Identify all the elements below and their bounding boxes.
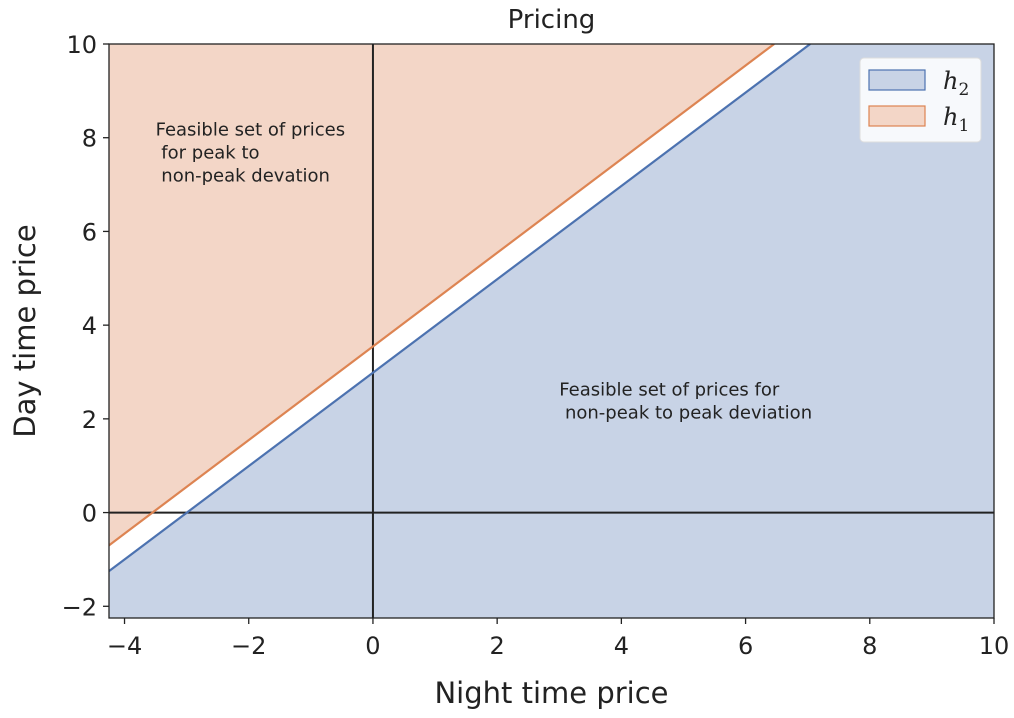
x-tick-label: 6 [738, 632, 753, 660]
axis-ticks: −4 −2 0 2 4 6 8 10 −2 0 2 4 6 8 10 [62, 31, 1010, 660]
annotation-line: Feasible set of prices [156, 119, 346, 140]
annotation-line: non-peak devation [156, 165, 330, 186]
annotation-line: for peak to [156, 142, 260, 163]
series-fill-h2 [109, 44, 994, 618]
series-line-h1 [109, 44, 775, 547]
annotation-line: Feasible set of prices for [559, 379, 780, 400]
legend-swatch [868, 69, 926, 91]
y-tick-label: 0 [82, 500, 97, 528]
annotation-line: non-peak to peak deviation [559, 402, 812, 423]
plot-frame [108, 43, 995, 619]
x-tick-label: −4 [107, 632, 142, 660]
plot-area: Feasible set of prices for peak to non-p… [108, 43, 995, 619]
chart-title: Pricing [508, 5, 596, 35]
legend-swatch [868, 105, 926, 127]
legend-label-main: h [943, 103, 958, 131]
x-tick-label: 4 [614, 632, 629, 660]
x-tick-label: 10 [979, 632, 1010, 660]
annotation-1: Feasible set of prices for peak to non-p… [156, 119, 346, 186]
legend-label-sub: 2 [958, 80, 969, 100]
y-tick-label: 2 [82, 406, 97, 434]
legend-label-sub: 1 [958, 116, 969, 136]
x-axis-title: Night time price [434, 676, 668, 710]
y-tick-label: 6 [82, 218, 97, 246]
y-tick-label: 4 [82, 312, 97, 340]
series-line-h2 [109, 44, 811, 573]
x-tick-label: 0 [365, 632, 380, 660]
y-tick-label: 8 [82, 125, 97, 153]
x-tick-label: −2 [231, 632, 266, 660]
x-tick-label: 8 [862, 632, 877, 660]
y-axis-title: Day time price [8, 224, 42, 437]
y-tick-label: −2 [62, 593, 97, 621]
annotation-2: Feasible set of prices for non-peak to p… [559, 379, 812, 423]
legend-label: h2 [943, 67, 969, 100]
legend-label-main: h [943, 67, 958, 95]
x-tick-label: 2 [490, 632, 505, 660]
y-tick-label: 10 [66, 31, 97, 59]
legend-label: h1 [943, 103, 969, 136]
